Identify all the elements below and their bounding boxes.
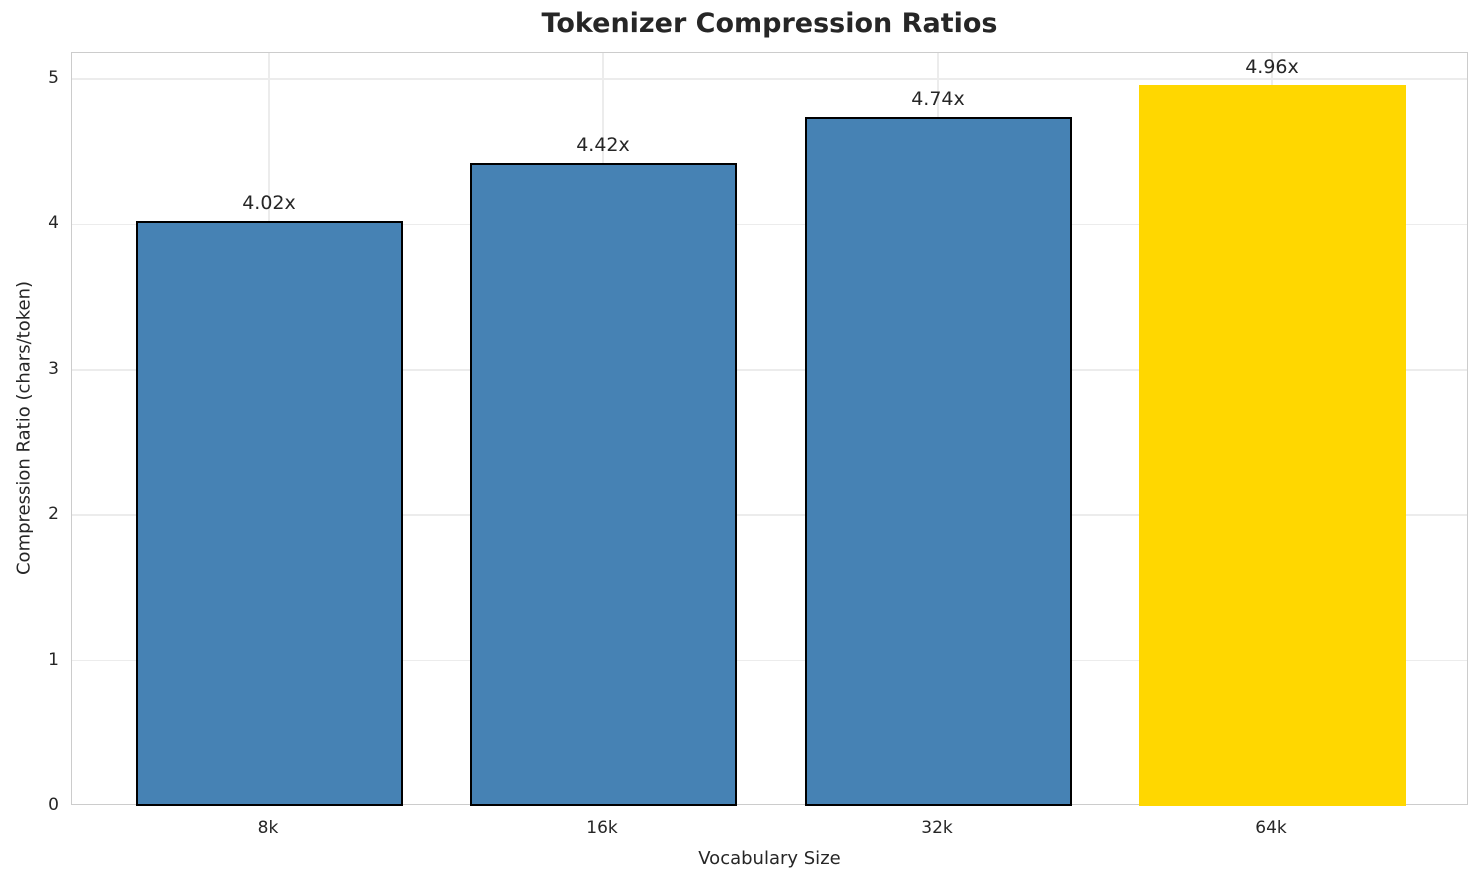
bar-64k xyxy=(1138,84,1406,806)
bar-value-label-16k: 4.42x xyxy=(576,134,630,157)
gridline-y-2 xyxy=(72,514,1467,516)
xtick-label-32k: 32k xyxy=(921,818,953,838)
ytick-label-1: 1 xyxy=(48,649,59,670)
ytick-label-4: 4 xyxy=(48,213,59,234)
chart-title: Tokenizer Compression Ratios xyxy=(541,8,998,39)
ytick-label-2: 2 xyxy=(48,504,59,525)
gridline-y-5 xyxy=(72,78,1467,80)
gridline-y-4 xyxy=(72,223,1467,226)
bar-value-label-64k: 4.96x xyxy=(1245,55,1299,78)
ytick-label-5: 5 xyxy=(48,68,59,88)
gridline-y-3 xyxy=(72,369,1467,371)
xtick-label-8k: 8k xyxy=(257,818,279,838)
bar-8k xyxy=(135,221,403,806)
xtick-label-16k: 16k xyxy=(586,818,618,838)
gridline-y-1 xyxy=(72,659,1467,662)
y-axis-label: Compression Ratio (chars/token) xyxy=(13,280,35,576)
bar-16k xyxy=(469,163,737,806)
bar-32k xyxy=(804,116,1072,806)
bar-value-label-32k: 4.74x xyxy=(911,87,965,110)
ytick-label-3: 3 xyxy=(48,358,59,379)
xtick-label-64k: 64k xyxy=(1255,818,1287,838)
x-axis-label: Vocabulary Size xyxy=(698,848,841,869)
plot-area: 4.02x 4.42x 4.74x 4.96x xyxy=(71,52,1468,806)
bar-value-label-8k: 4.02x xyxy=(242,192,296,215)
ytick-label-0: 0 xyxy=(48,795,59,815)
